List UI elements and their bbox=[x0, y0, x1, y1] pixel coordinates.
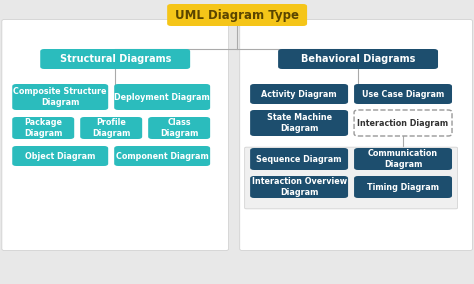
Text: Use Case Diagram: Use Case Diagram bbox=[362, 89, 444, 99]
FancyBboxPatch shape bbox=[167, 4, 307, 26]
FancyBboxPatch shape bbox=[148, 117, 210, 139]
FancyBboxPatch shape bbox=[354, 176, 452, 198]
Text: State Machine
Diagram: State Machine Diagram bbox=[266, 113, 332, 133]
Text: Component Diagram: Component Diagram bbox=[116, 151, 209, 160]
Text: Deployment Diagram: Deployment Diagram bbox=[114, 93, 210, 101]
FancyBboxPatch shape bbox=[278, 49, 438, 69]
Text: UML Diagram Type: UML Diagram Type bbox=[175, 9, 299, 22]
Text: Class
Diagram: Class Diagram bbox=[160, 118, 198, 138]
FancyBboxPatch shape bbox=[354, 84, 452, 104]
Text: Interaction Overview
Diagram: Interaction Overview Diagram bbox=[252, 177, 346, 197]
Text: Timing Diagram: Timing Diagram bbox=[367, 183, 439, 191]
Text: Communication
Diagram: Communication Diagram bbox=[368, 149, 438, 169]
Text: Structural Diagrams: Structural Diagrams bbox=[60, 54, 171, 64]
FancyBboxPatch shape bbox=[2, 20, 228, 250]
Text: Behavioral Diagrams: Behavioral Diagrams bbox=[301, 54, 415, 64]
Text: Composite Structure
Diagram: Composite Structure Diagram bbox=[13, 87, 107, 107]
FancyBboxPatch shape bbox=[114, 84, 210, 110]
FancyBboxPatch shape bbox=[354, 110, 452, 136]
Text: Package
Diagram: Package Diagram bbox=[24, 118, 63, 138]
FancyBboxPatch shape bbox=[354, 148, 452, 170]
Text: Sequence Diagram: Sequence Diagram bbox=[256, 154, 342, 164]
FancyBboxPatch shape bbox=[240, 20, 473, 250]
Text: Profile
Diagram: Profile Diagram bbox=[92, 118, 130, 138]
FancyBboxPatch shape bbox=[250, 84, 348, 104]
Text: Object Diagram: Object Diagram bbox=[25, 151, 95, 160]
FancyBboxPatch shape bbox=[250, 176, 348, 198]
FancyBboxPatch shape bbox=[12, 84, 108, 110]
FancyBboxPatch shape bbox=[40, 49, 190, 69]
FancyBboxPatch shape bbox=[245, 147, 457, 209]
FancyBboxPatch shape bbox=[12, 146, 108, 166]
FancyBboxPatch shape bbox=[250, 148, 348, 170]
FancyBboxPatch shape bbox=[250, 110, 348, 136]
FancyBboxPatch shape bbox=[80, 117, 142, 139]
Text: Activity Diagram: Activity Diagram bbox=[261, 89, 337, 99]
FancyBboxPatch shape bbox=[114, 146, 210, 166]
FancyBboxPatch shape bbox=[12, 117, 74, 139]
Text: Interaction Diagram: Interaction Diagram bbox=[357, 118, 448, 128]
